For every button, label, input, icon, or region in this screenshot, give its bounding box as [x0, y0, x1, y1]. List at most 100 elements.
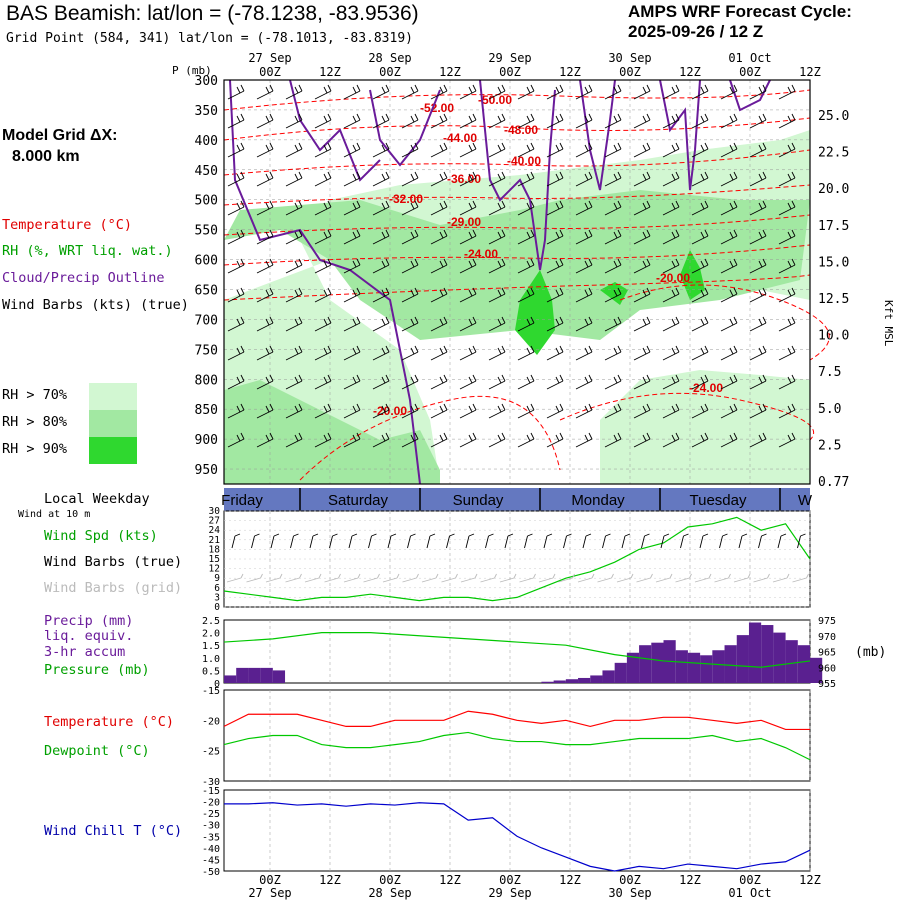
wind-barb [314, 142, 332, 158]
wind-barb [372, 142, 390, 158]
temperature-contour-label: -48.00 [504, 123, 538, 137]
wind-barb [546, 258, 564, 274]
wind-barb [343, 200, 361, 216]
height-axis-label: Kft MSL [882, 300, 895, 347]
top-hour-label: 12Z [679, 65, 701, 79]
wind-barb [314, 258, 332, 274]
wind-barb [285, 113, 303, 129]
precip-liq-label: liq. equiv. [44, 628, 134, 644]
pressure-tick-label: 450 [195, 164, 218, 179]
wind-barb [401, 142, 419, 158]
wind-barb [546, 142, 564, 158]
weekday-label: Saturday [328, 492, 389, 509]
wind-barb [720, 142, 738, 158]
pressure-tick-label: 500 [195, 194, 218, 209]
wind-barb [372, 345, 390, 361]
wind-barb [256, 432, 274, 448]
wind-barb [314, 171, 332, 187]
wind-barb [314, 316, 332, 332]
wind-barb [285, 316, 303, 332]
weekday-label: Monday [571, 492, 625, 509]
legend-cloud-outline: Cloud/Precip Outline [2, 270, 165, 286]
wind-barb [575, 229, 593, 245]
rh90-region [515, 270, 555, 355]
wind-barb [314, 345, 332, 361]
precip-bar [565, 679, 579, 683]
wind-barb [430, 374, 448, 390]
wind-barb [604, 374, 622, 390]
wind-barb [749, 113, 767, 129]
wind-speed-tick: 30 [209, 506, 221, 517]
wind-barb [372, 403, 390, 419]
wind-chill-line [224, 802, 811, 872]
pressure-tick-label: 750 [195, 343, 218, 358]
height-tick-label: 5.0 [818, 402, 841, 417]
rh80-region-low [224, 380, 440, 484]
precip-tick: 1.0 [202, 654, 220, 665]
precip-accum-label: 3-hr accum [44, 644, 126, 660]
wind-barb [604, 258, 622, 274]
top-hour-label: 00Z [499, 65, 521, 79]
wind-barb [662, 113, 680, 129]
wind-barb [314, 200, 332, 216]
wind-barb [778, 345, 796, 361]
wind-barb [633, 258, 651, 274]
wind-barb [285, 142, 303, 158]
wind-speed-tick: 18 [209, 544, 221, 555]
wind-barb [575, 142, 593, 158]
wind-barb [662, 171, 680, 187]
bottom-hour-label: 12Z [559, 873, 581, 887]
forecast-cycle-value: 2025-09-26 / 12 Z [628, 22, 764, 41]
wind-barb [285, 171, 303, 187]
model-grid-value: 8.000 km [12, 148, 80, 165]
surface-wind-barb [290, 533, 299, 549]
wind-barbs-grid-label: Wind Barbs (grid) [44, 580, 183, 596]
wind-barb [488, 258, 506, 274]
wind-barb [459, 287, 477, 303]
wind-barb [343, 171, 361, 187]
grid-wind-barb [226, 573, 244, 583]
top-hour-label: 00Z [379, 65, 401, 79]
wind-barb [691, 432, 709, 448]
wind-barb [488, 142, 506, 158]
surface-wind-barb [251, 533, 260, 549]
rh90-region [680, 250, 705, 300]
wind-barb [778, 403, 796, 419]
temperature-contour-label: -44.00 [443, 131, 477, 145]
wind-barb [517, 316, 535, 332]
height-tick-label: 15.0 [818, 255, 849, 270]
wind-barb [488, 403, 506, 419]
surface-wind-barb [426, 533, 436, 549]
wind-barb [517, 113, 535, 129]
wind-barb [749, 287, 767, 303]
precip-bar [761, 625, 774, 683]
precip-bar [785, 640, 798, 683]
wind-barb [314, 229, 332, 245]
wind-barb [459, 142, 477, 158]
wind-barb [778, 374, 796, 390]
wind-barb [256, 316, 274, 332]
wind-barb [285, 200, 303, 216]
precip-tick: 0.5 [202, 666, 220, 677]
grid-wind-barb [616, 573, 634, 583]
bottom-hour-label: 00Z [379, 873, 401, 887]
forecast-cycle-label: AMPS WRF Forecast Cycle: [628, 2, 852, 21]
wind-barb [256, 258, 274, 274]
wind-speed-tick: 15 [209, 554, 220, 565]
wind-barb [314, 403, 332, 419]
temperature-contour-label: -32.00 [389, 192, 423, 206]
wind-barb [778, 84, 796, 100]
wind-barb [720, 432, 738, 448]
wind-speed-label: Wind Spd (kts) [44, 528, 158, 544]
wind-barb [546, 113, 564, 129]
top-hour-label: 12Z [319, 65, 341, 79]
wind-barb [575, 171, 593, 187]
temperature-tick: -30 [202, 777, 220, 788]
surface-wind-barb [446, 533, 455, 549]
wind-barb [372, 229, 390, 245]
surface-wind-barb [699, 533, 709, 549]
pressure-tick-label: 300 [195, 74, 218, 89]
precip-bar [736, 635, 749, 683]
wind-barb [778, 258, 796, 274]
grid-wind-barb [246, 573, 263, 583]
